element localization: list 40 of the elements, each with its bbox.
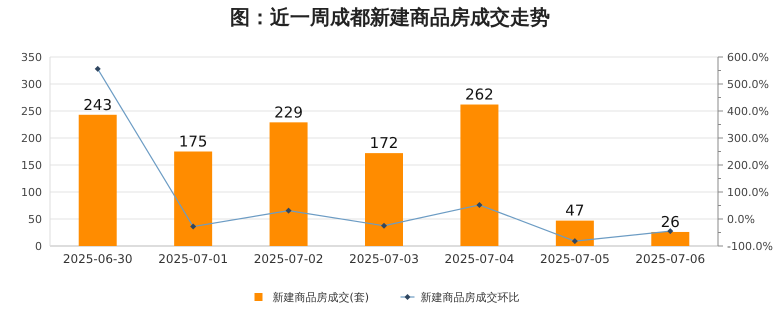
- y2-tick-label: -100.0%: [727, 240, 773, 253]
- x-tick-label: 2025-07-04: [444, 252, 514, 266]
- y-tick-label: 250: [21, 105, 42, 118]
- x-tick-label: 2025-07-03: [349, 252, 419, 266]
- y-tick-label: 0: [35, 240, 42, 253]
- bar: [460, 104, 498, 246]
- bar: [365, 153, 403, 246]
- y-tick-label: 200: [21, 132, 42, 145]
- y-tick-label: 150: [21, 159, 42, 172]
- y2-tick-label: 400.0%: [727, 105, 769, 118]
- y2-tick-label: 300.0%: [727, 132, 769, 145]
- data-label: 47: [565, 202, 584, 220]
- data-label: 175: [178, 132, 208, 150]
- x-tick-label: 2025-07-01: [158, 252, 228, 266]
- y2-tick-label: 200.0%: [727, 159, 769, 172]
- bar: [270, 122, 308, 246]
- x-tick-label: 2025-07-05: [540, 252, 610, 266]
- x-tick-label: 2025-06-30: [62, 252, 133, 266]
- y2-tick-label: 500.0%: [727, 78, 769, 91]
- bar: [174, 152, 212, 246]
- x-tick-label: 2025-07-06: [635, 252, 706, 266]
- chart-title: 图：近一周成都新建商品房成交走势: [230, 5, 550, 29]
- y-tick-label: 300: [21, 78, 42, 91]
- data-label: 229: [274, 103, 303, 122]
- y-tick-label: 350: [21, 51, 42, 64]
- bar: [78, 114, 117, 246]
- y2-tick-label: 100.0%: [727, 186, 769, 199]
- y2-tick-label: 600.0%: [727, 51, 769, 64]
- y2-tick-label: 0.0%: [727, 213, 755, 226]
- legend-label: 新建商品房成交(套): [272, 291, 370, 304]
- data-label: 172: [370, 134, 398, 152]
- bar: [556, 220, 594, 246]
- legend-label: 新建商品房成交环比: [420, 291, 520, 304]
- y-tick-label: 100: [21, 186, 42, 199]
- x-tick-label: 2025-07-02: [254, 252, 324, 266]
- data-label: 26: [660, 212, 680, 231]
- y-tick-label: 50: [28, 213, 42, 226]
- data-label: 262: [465, 86, 494, 104]
- data-label: 243: [83, 96, 112, 114]
- bar: [651, 232, 690, 246]
